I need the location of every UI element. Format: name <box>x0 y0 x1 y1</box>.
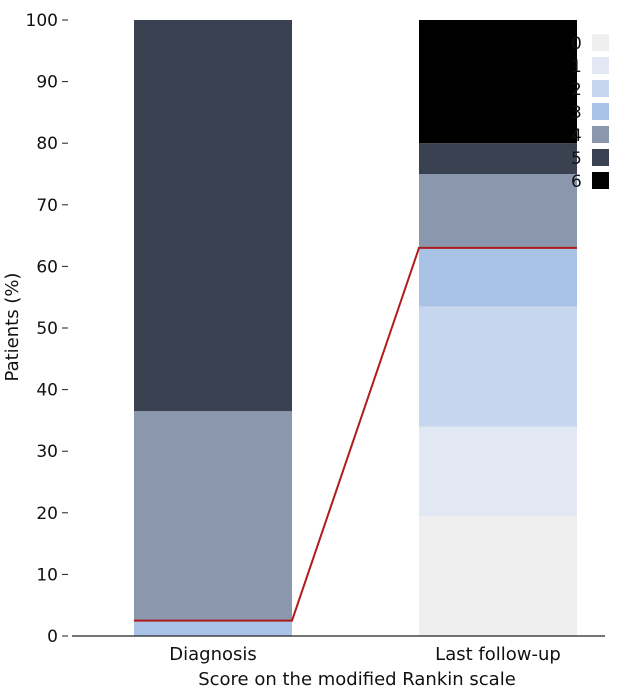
legend-swatch <box>592 80 609 97</box>
y-tick-label: 70 <box>36 196 58 216</box>
bar-segment <box>419 20 577 144</box>
y-tick-label: 90 <box>36 73 58 93</box>
bar-segment <box>134 620 292 636</box>
legend-label: 4 <box>571 126 582 146</box>
y-tick-label: 80 <box>36 134 58 154</box>
y-tick-label: 60 <box>36 257 58 277</box>
connector-line <box>134 246 577 622</box>
x-axis-labels: Diagnosis Last follow-up <box>169 644 561 665</box>
y-axis-ticks: 0 10 20 30 40 50 60 70 80 90 100 <box>26 11 68 647</box>
bar-segment <box>419 174 577 248</box>
x-axis-title: Score on the modified Rankin scale <box>198 669 516 690</box>
y-tick-label: 30 <box>36 442 58 462</box>
legend-label: 5 <box>571 149 582 169</box>
legend-label: 0 <box>571 34 582 54</box>
bar-segment <box>134 411 292 621</box>
bar-segment <box>419 515 577 636</box>
legend-swatch <box>592 172 609 189</box>
bar-segment <box>134 20 292 412</box>
y-tick-label: 100 <box>26 11 58 31</box>
legend: 0 1 2 3 4 5 6 <box>571 34 609 192</box>
legend-label: 2 <box>571 80 582 100</box>
legend-swatch <box>592 57 609 74</box>
y-tick-label: 50 <box>36 319 58 339</box>
bar-segment <box>419 426 577 516</box>
y-tick-label: 0 <box>47 627 58 647</box>
bar-segment <box>419 143 577 174</box>
bars <box>134 20 577 636</box>
legend-label: 1 <box>571 57 582 77</box>
y-tick-label: 20 <box>36 504 58 524</box>
bar-segment <box>419 247 577 307</box>
y-tick-label: 40 <box>36 381 58 401</box>
x-tick-label: Last follow-up <box>435 644 561 665</box>
x-tick-label: Diagnosis <box>169 644 257 665</box>
legend-label: 3 <box>571 103 582 123</box>
connector-path <box>134 246 577 622</box>
legend-swatch <box>592 149 609 166</box>
y-tick-label: 10 <box>36 565 58 585</box>
y-axis-title: Patients (%) <box>2 273 23 382</box>
legend-swatch <box>592 34 609 51</box>
bar-segment <box>419 306 577 427</box>
legend-label: 6 <box>571 172 582 192</box>
legend-swatch <box>592 103 609 120</box>
legend-swatch <box>592 126 609 143</box>
